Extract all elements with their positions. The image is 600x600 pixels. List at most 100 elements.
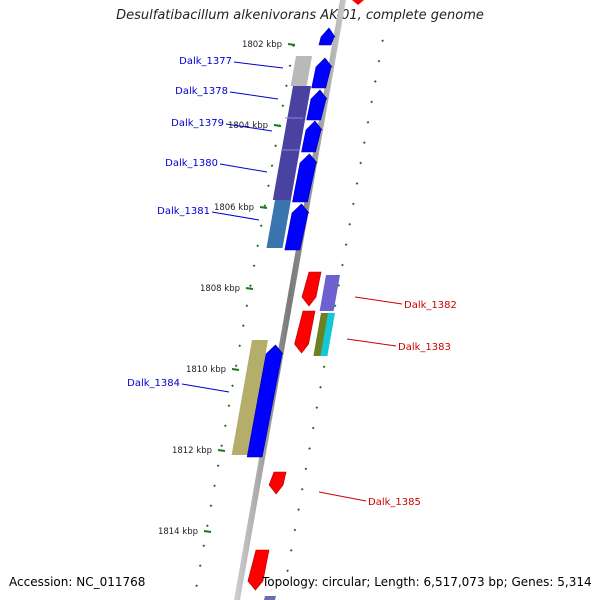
scale-tick-mark bbox=[245, 287, 254, 290]
homology-block bbox=[319, 275, 340, 311]
scale-tick-mark bbox=[287, 43, 296, 46]
gene-label[interactable]: Dalk_1377 bbox=[179, 56, 232, 67]
inner-tick-mark bbox=[270, 164, 274, 168]
inner-tick-mark bbox=[252, 264, 256, 268]
outer-tick-mark bbox=[311, 426, 315, 430]
scale-tick-label: 1808 kbp bbox=[200, 284, 240, 294]
inner-tick-mark bbox=[267, 184, 270, 188]
label-leader-line bbox=[233, 61, 284, 69]
inner-tick-mark bbox=[205, 524, 209, 528]
gene-layer bbox=[246, 0, 364, 600]
gene-label[interactable]: Dalk_1385 bbox=[368, 497, 421, 508]
homology-block bbox=[313, 313, 329, 356]
inner-tick-mark bbox=[209, 504, 213, 508]
gene-arrow bbox=[352, 0, 364, 5]
scale-tick-label: 1806 kbp bbox=[214, 203, 254, 213]
inner-tick-mark bbox=[231, 384, 234, 388]
label-leader-line bbox=[229, 91, 279, 100]
gene-label[interactable]: Dalk_1380 bbox=[165, 158, 218, 169]
inner-tick-mark bbox=[223, 424, 227, 428]
scale-tick-mark bbox=[259, 206, 268, 209]
gene-label[interactable]: Dalk_1378 bbox=[175, 86, 228, 97]
homology-block bbox=[266, 200, 291, 248]
inner-tick-mark bbox=[216, 464, 220, 468]
gene-arrow bbox=[247, 549, 270, 591]
outer-tick-mark bbox=[355, 182, 359, 185]
outer-tick-mark bbox=[300, 487, 304, 491]
homology-block bbox=[290, 56, 312, 86]
scale-tick-label: 1802 kbp bbox=[242, 40, 282, 50]
inner-tick-mark bbox=[227, 404, 231, 408]
label-leader-line bbox=[318, 491, 367, 502]
inner-tick-mark bbox=[245, 304, 249, 308]
outer-tick-mark bbox=[348, 222, 352, 226]
scale-tick-label: 1804 kbp bbox=[228, 121, 268, 131]
gene-arrow bbox=[301, 271, 322, 307]
inner-tick-mark bbox=[288, 64, 292, 68]
gene-label[interactable]: Dalk_1384 bbox=[127, 378, 180, 389]
gene-label[interactable]: Dalk_1382 bbox=[404, 300, 457, 311]
label-leader-line bbox=[181, 383, 230, 393]
gene-label[interactable]: Dalk_1381 bbox=[157, 206, 210, 217]
label-leader-line bbox=[225, 123, 273, 132]
inner-tick-mark bbox=[213, 484, 216, 488]
outer-tick-mark bbox=[315, 406, 319, 410]
outer-tick-mark bbox=[373, 80, 377, 83]
scale-tick-mark bbox=[273, 124, 282, 127]
inner-tick-mark bbox=[249, 284, 252, 288]
homology-block bbox=[320, 313, 335, 356]
block-layer bbox=[231, 56, 340, 455]
outer-tick-mark bbox=[362, 141, 366, 145]
tick-layer: 1802 kbp 1804 kbp 1806 kbp 1808 kbp 1810 kbp… bbox=[158, 39, 384, 588]
label-leader-line bbox=[346, 338, 397, 347]
outer-tick-mark bbox=[341, 263, 344, 267]
accession-label: Accession: NC_011768 bbox=[9, 575, 146, 589]
outer-tick-mark bbox=[319, 385, 322, 389]
outer-tick-mark bbox=[297, 508, 300, 511]
gene-label[interactable]: Dalk_1379 bbox=[171, 118, 224, 129]
outer-tick-mark bbox=[308, 447, 311, 450]
outer-tick-mark bbox=[351, 202, 355, 206]
gene-label[interactable]: Dalk_1383 bbox=[398, 342, 451, 353]
outer-tick-mark bbox=[337, 283, 341, 287]
inner-tick-mark bbox=[259, 224, 263, 228]
outer-tick-mark bbox=[366, 120, 370, 124]
inner-tick-mark bbox=[281, 104, 285, 108]
label-layer: Dalk_1377 Dalk_1378 Dalk_1379 Dalk_1380 Dalk… bbox=[127, 56, 457, 508]
inner-tick-mark bbox=[220, 444, 224, 448]
gene-arrow bbox=[268, 471, 287, 495]
gene-arrow bbox=[306, 89, 328, 121]
outer-tick-mark bbox=[286, 569, 289, 573]
inner-tick-mark bbox=[285, 84, 288, 88]
inner-tick-mark bbox=[263, 204, 267, 208]
label-leader-line bbox=[219, 163, 268, 173]
scale-tick-label: 1814 kbp bbox=[158, 527, 198, 537]
inner-tick-mark bbox=[234, 364, 238, 368]
outer-tick-mark bbox=[359, 161, 363, 165]
inner-tick-mark bbox=[198, 564, 202, 568]
scale-tick-mark bbox=[203, 530, 212, 533]
inner-tick-mark bbox=[241, 324, 245, 328]
scale-tick-label: 1810 kbp bbox=[186, 365, 226, 375]
outer-tick-mark bbox=[333, 304, 337, 308]
outer-tick-mark bbox=[381, 39, 384, 43]
scale-tick-mark bbox=[231, 368, 240, 371]
gene-arrow bbox=[294, 310, 316, 354]
inner-tick-mark bbox=[256, 244, 260, 248]
gene-arrow bbox=[301, 120, 323, 153]
outer-tick-mark bbox=[322, 365, 326, 369]
scale-tick-mark bbox=[217, 449, 226, 452]
outer-tick-mark bbox=[293, 528, 297, 532]
gene-arrow bbox=[292, 153, 318, 203]
gene-arrow bbox=[311, 57, 333, 89]
inner-tick-mark bbox=[195, 584, 198, 588]
label-leader-line bbox=[354, 296, 403, 305]
homology-block bbox=[272, 86, 311, 200]
outer-tick-mark bbox=[344, 243, 348, 246]
outer-tick-mark bbox=[370, 100, 374, 104]
inner-tick-mark bbox=[238, 344, 242, 348]
outer-tick-mark bbox=[304, 467, 308, 471]
outer-tick-mark bbox=[289, 548, 293, 552]
